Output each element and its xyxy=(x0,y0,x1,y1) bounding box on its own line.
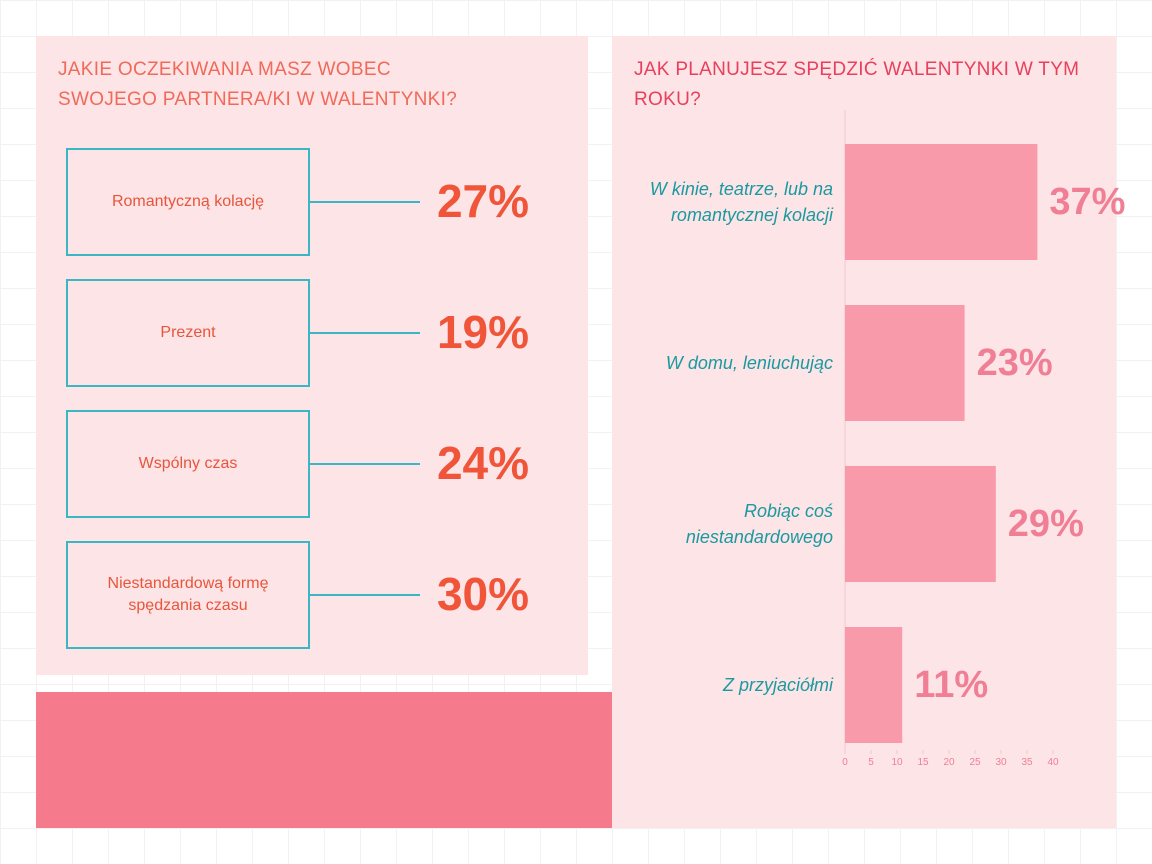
left-panel xyxy=(36,36,588,675)
category-label: Robiąc coś niestandardowego xyxy=(685,501,833,547)
x-tick-label: 10 xyxy=(891,757,903,768)
value-label: 29% xyxy=(1007,502,1084,545)
chart-title: JAK PLANUJESZ SPĘDZIĆ WALENTYNKI W TYM R… xyxy=(634,59,1080,110)
bar xyxy=(845,305,965,421)
x-tick-label: 25 xyxy=(969,757,981,768)
bar xyxy=(845,627,903,743)
category-label: W kinie, teatrze, lub na romantycznej ko… xyxy=(649,179,833,225)
footer-band xyxy=(36,692,616,828)
x-tick-label: 35 xyxy=(1021,757,1033,768)
percent: 19% xyxy=(436,306,530,358)
bar xyxy=(845,144,1038,260)
x-tick-label: 20 xyxy=(943,757,955,768)
x-tick-label: 40 xyxy=(1047,757,1059,768)
bar xyxy=(845,466,996,582)
option-box: Prezent xyxy=(66,279,310,387)
percent: 24% xyxy=(436,437,530,489)
x-tick-label: 30 xyxy=(995,757,1007,768)
value-label: 11% xyxy=(914,663,989,706)
x-tick-label: 5 xyxy=(868,757,874,768)
left-title: JAKIE OCZEKIWANIA MASZ WOBEC SWOJEGO PAR… xyxy=(58,59,458,110)
option-box: Romantyczną kolację xyxy=(66,148,310,256)
category-label: W domu, leniuchując xyxy=(665,353,833,373)
option-box: Wspólny czas xyxy=(66,410,310,518)
percent: 30% xyxy=(436,568,530,620)
percent: 27% xyxy=(436,175,530,227)
category-label: Z przyjaciółmi xyxy=(722,675,833,695)
value-label: 23% xyxy=(976,341,1053,384)
option-box: Niestandardową formę spędzania czasu xyxy=(66,541,310,649)
x-tick-label: 0 xyxy=(842,757,848,768)
x-tick-label: 15 xyxy=(917,757,929,768)
value-label: 37% xyxy=(1049,180,1126,223)
